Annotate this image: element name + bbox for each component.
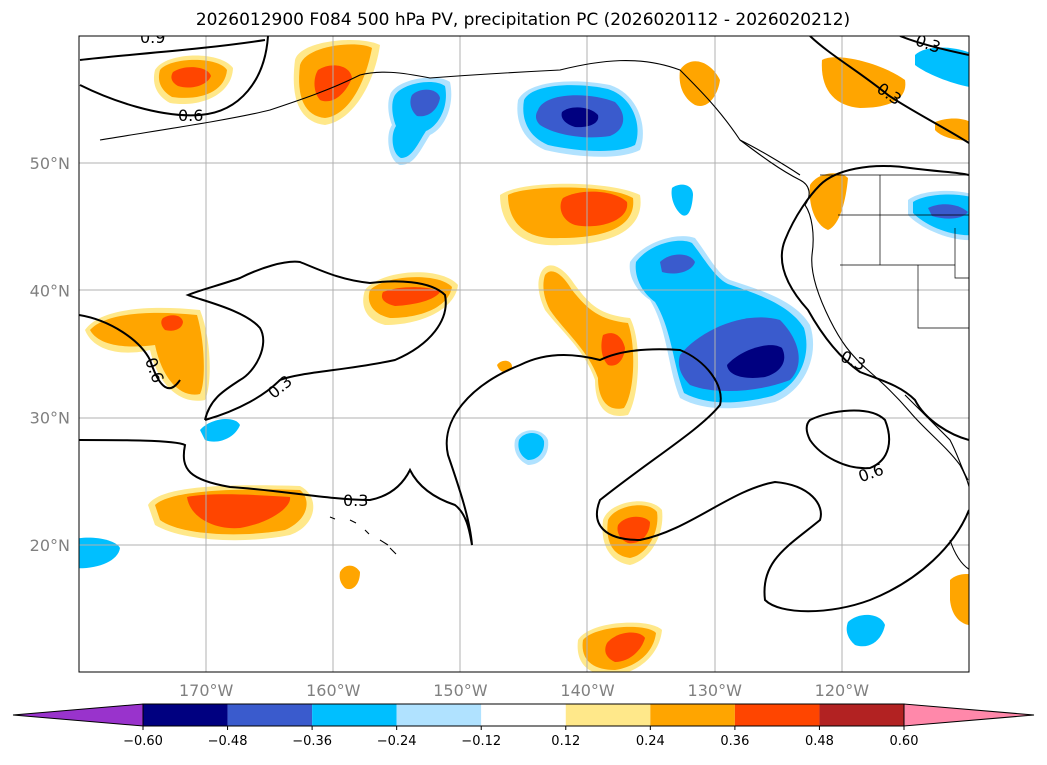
y-tick-label: 50°N xyxy=(30,154,70,173)
pv-contour-0.3-ne xyxy=(809,36,969,144)
colorbar-tick-label: 0.36 xyxy=(720,734,749,749)
negative-anomaly-california-peak xyxy=(727,345,785,378)
contour-label-0.9: 0.9 xyxy=(140,28,165,47)
colorbar-segment xyxy=(734,704,820,726)
colorbar-extend-high xyxy=(903,703,1035,727)
pv-contour-0.6-east xyxy=(805,409,891,470)
colorbar-tick-label: −0.12 xyxy=(461,734,501,749)
x-tick-label: 170°W xyxy=(179,681,234,700)
positive-anomaly-south-2-peak xyxy=(605,632,645,662)
colorbar: −0.60 −0.48 −0.36 −0.24 −0.12 0.12 0.24 0.36 0.4… xyxy=(12,703,1035,749)
negative-anomaly-small-north xyxy=(671,184,693,216)
positive-anomaly-dateline-peak xyxy=(161,315,183,331)
pv-contour-0.6-north xyxy=(79,36,269,117)
positive-anomaly-mexico xyxy=(950,574,969,626)
colorbar-segment xyxy=(481,704,566,726)
colorbar-segment xyxy=(650,704,735,726)
x-tick-label: 140°W xyxy=(560,681,615,700)
colorbar-tick-label: 0.12 xyxy=(551,734,580,749)
axis-labels: 170°W 160°W 150°W 140°W 130°W 120°W 20°N 30°N 40… xyxy=(30,154,870,700)
pv-contour-0.9 xyxy=(79,39,266,61)
x-tick-label: 160°W xyxy=(306,681,361,700)
negative-anomaly-canada-ne xyxy=(915,47,969,87)
y-tick-label: 20°N xyxy=(30,536,70,555)
pv-contours xyxy=(79,36,969,613)
negative-anomaly-hawaii-east-core xyxy=(518,433,545,460)
map-background xyxy=(79,36,969,672)
y-tick-label: 40°N xyxy=(30,281,70,300)
pv-contour-0.3-corner xyxy=(899,36,969,56)
coast-baja xyxy=(904,394,969,481)
gridlines xyxy=(79,36,969,672)
colorbar-segment xyxy=(396,704,482,726)
positive-anomaly-northeast-edge xyxy=(935,118,969,141)
map-frame xyxy=(78,35,970,673)
positive-anomaly-hawaii-south xyxy=(339,565,360,590)
x-tick-label: 120°W xyxy=(815,681,870,700)
political-borders xyxy=(820,174,969,329)
contour-label-0.6-north: 0.6 xyxy=(178,106,203,125)
colorbar-segment xyxy=(312,704,397,726)
coast-vancouver-island xyxy=(739,139,801,176)
positive-anomaly-south-1-peak xyxy=(617,516,650,544)
colorbar-segment xyxy=(143,704,228,726)
y-tick-label: 30°N xyxy=(30,409,70,428)
colorbar-tick-label: 0.24 xyxy=(636,734,665,749)
negative-anomaly-south-east xyxy=(846,614,885,647)
positive-anomaly-bering-peak xyxy=(171,67,211,88)
coast-us-west xyxy=(804,204,969,490)
positive-anomaly-oregon-coast xyxy=(809,173,848,230)
colorbar-segment xyxy=(565,704,651,726)
chart-title: 2026012900 F084 500 hPa PV, precipitatio… xyxy=(196,10,850,30)
colorbar-tick-label: −0.24 xyxy=(377,734,417,749)
precip-shading xyxy=(79,40,969,672)
negative-anomaly-alaska-south-inner xyxy=(410,89,440,117)
hawaii-islands xyxy=(329,516,397,555)
colorbar-frame xyxy=(142,703,905,727)
coast-mexico xyxy=(949,539,969,570)
positive-anomaly-subtropical-west-peak xyxy=(187,494,291,529)
colorbar-tick-label: −0.60 xyxy=(123,734,163,749)
pv-contour-0.3-east xyxy=(780,165,969,441)
colorbar-tick-label: 0.48 xyxy=(805,734,834,749)
positive-anomaly-bc-coast xyxy=(679,61,720,106)
negative-anomaly-gulf-peak xyxy=(561,107,599,128)
colorbar-tick-label: −0.36 xyxy=(292,734,332,749)
negative-anomaly-west-1 xyxy=(200,418,240,442)
coastlines xyxy=(99,60,969,570)
pv-contour-0.3-main xyxy=(79,348,969,613)
positive-anomaly-dateline-core xyxy=(90,312,204,395)
colorbar-extend-low xyxy=(12,703,144,727)
pv-contour-0.6-west xyxy=(79,314,181,390)
border-states xyxy=(838,175,969,329)
x-tick-label: 150°W xyxy=(433,681,488,700)
positive-anomaly-east-pacific-peak xyxy=(560,191,628,227)
colorbar-segment xyxy=(227,704,313,726)
colorbar-tick-label: 0.60 xyxy=(890,734,919,749)
positive-anomaly-central-pacific-peak xyxy=(381,287,440,306)
negative-anomaly-california-north xyxy=(660,254,695,274)
colorbar-tick-label: −0.48 xyxy=(208,734,248,749)
colorbar-segment xyxy=(819,704,904,726)
positive-anomaly-subtropical-east-core xyxy=(543,271,634,409)
coast-alaska xyxy=(99,60,810,206)
contour-label-0.3-main: 0.3 xyxy=(343,491,368,510)
positive-anomaly-northeast xyxy=(821,57,906,108)
pv-contour-0.3-north xyxy=(185,260,447,421)
map-layers: 0.9 0.6 0.6 0.3 0.3 0.3 0.3 0.6 0.3 xyxy=(79,28,969,672)
x-tick-label: 130°W xyxy=(688,681,743,700)
